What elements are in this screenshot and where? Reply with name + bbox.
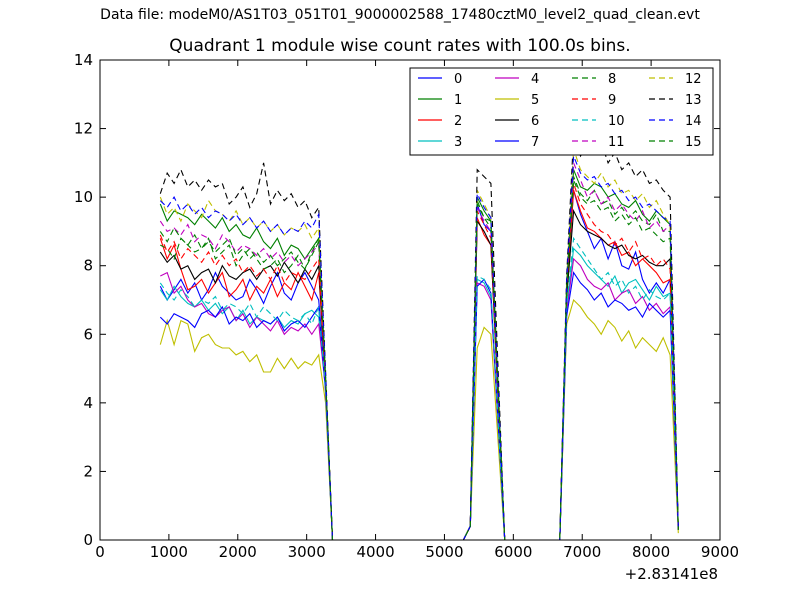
legend-label: 7 bbox=[531, 135, 539, 150]
y-tick-label: 10 bbox=[74, 188, 93, 206]
legend-label: 9 bbox=[608, 93, 616, 108]
series-line-7 bbox=[159, 271, 679, 541]
y-tick-label: 12 bbox=[74, 120, 93, 138]
legend-label: 13 bbox=[685, 93, 702, 108]
y-tick-label: 8 bbox=[83, 257, 93, 275]
legend-label: 12 bbox=[685, 72, 702, 87]
x-tick-label: 1000 bbox=[150, 543, 188, 561]
series-line-15 bbox=[159, 179, 679, 541]
x-tick-label: 3000 bbox=[288, 543, 326, 561]
legend-label: 15 bbox=[685, 135, 702, 150]
x-tick-label: 7000 bbox=[563, 543, 601, 561]
chart-suptitle: Data file: modeM0/AS1T03_051T01_90000025… bbox=[100, 7, 700, 23]
series-line-3 bbox=[159, 247, 679, 541]
legend-label: 6 bbox=[531, 114, 539, 129]
series-line-5 bbox=[159, 298, 679, 541]
series-line-0 bbox=[159, 190, 679, 541]
x-tick-label: 5000 bbox=[425, 543, 463, 561]
series-line-13 bbox=[159, 135, 679, 541]
legend-label: 2 bbox=[454, 114, 462, 129]
y-tick-label: 6 bbox=[83, 325, 93, 343]
chart-title: Quadrant 1 module wise count rates with … bbox=[169, 36, 631, 56]
axis-ticks: 0 1000 2000 3000 4000 5000 6000 7000 8000 9000 0 2 4… bbox=[74, 51, 739, 561]
legend-label: 8 bbox=[608, 72, 616, 87]
series-lines bbox=[159, 135, 679, 541]
series-line-12 bbox=[159, 148, 679, 541]
series-line-9 bbox=[159, 183, 679, 541]
x-tick-label: 4000 bbox=[356, 543, 394, 561]
series-line-6 bbox=[159, 208, 679, 541]
series-line-14 bbox=[159, 155, 679, 541]
x-tick-label: 6000 bbox=[494, 543, 532, 561]
legend-label: 5 bbox=[531, 93, 539, 108]
series-line-1 bbox=[159, 169, 679, 541]
y-tick-label: 4 bbox=[83, 394, 93, 412]
x-tick-label: 0 bbox=[95, 543, 105, 561]
x-tick-label: 8000 bbox=[632, 543, 670, 561]
x-tick-label: 9000 bbox=[701, 543, 739, 561]
series-line-2 bbox=[159, 190, 679, 541]
y-tick-label: 2 bbox=[83, 462, 93, 480]
legend-label: 3 bbox=[454, 135, 462, 150]
y-tick-label: 14 bbox=[74, 51, 93, 69]
legend-label: 10 bbox=[608, 114, 625, 129]
series-line-11 bbox=[159, 162, 679, 541]
series-line-4 bbox=[160, 257, 679, 541]
legend-label: 11 bbox=[608, 135, 625, 150]
legend-label: 14 bbox=[685, 114, 702, 129]
legend-label: 4 bbox=[531, 72, 539, 87]
x-tick-label: 2000 bbox=[219, 543, 257, 561]
series-line-10 bbox=[159, 236, 679, 541]
legend-label: 1 bbox=[454, 93, 462, 108]
legend-label: 0 bbox=[454, 72, 462, 87]
plot-frame bbox=[99, 59, 721, 541]
x-offset-label: +2.83141e8 bbox=[625, 565, 718, 583]
y-tick-label: 0 bbox=[83, 531, 93, 549]
